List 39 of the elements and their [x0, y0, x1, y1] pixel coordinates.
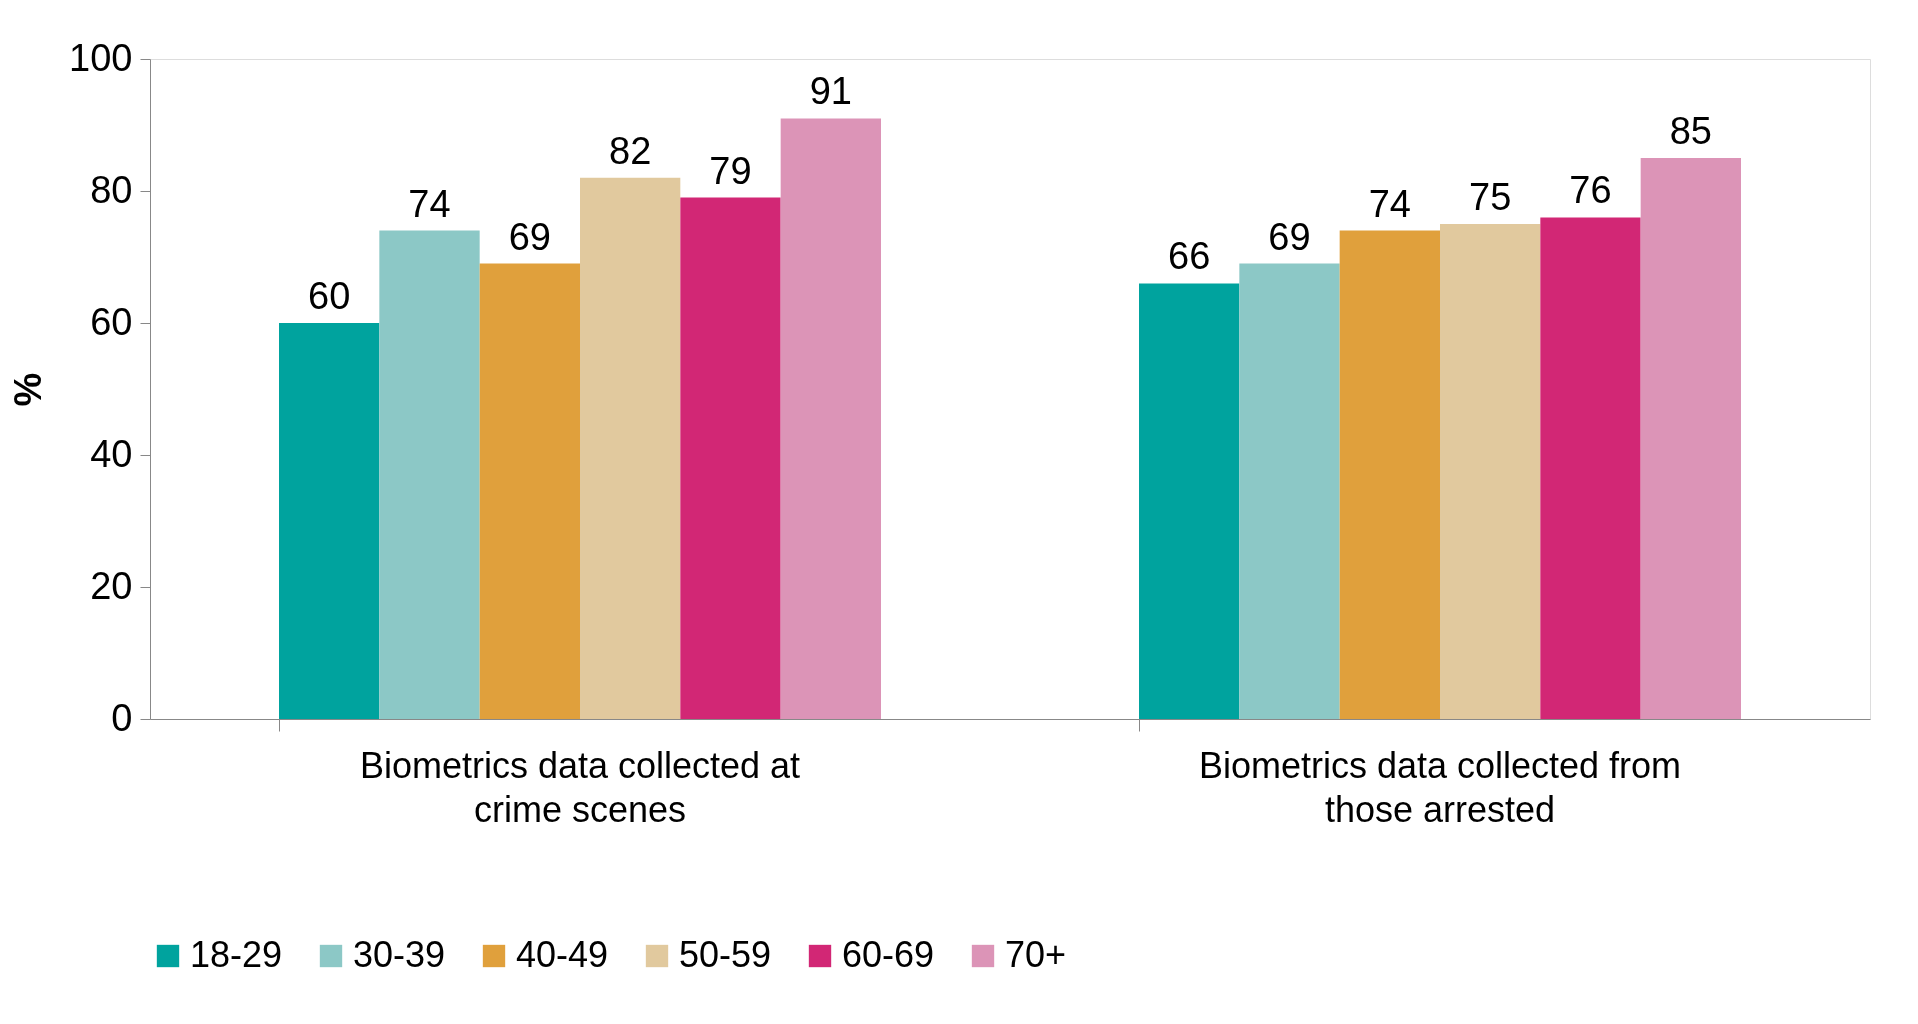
x-tick-label: Biometrics data collected from those arrested: [1198, 744, 1682, 830]
bar: [1540, 217, 1641, 719]
data-label: 79: [709, 149, 752, 192]
legend-label: 50-59: [679, 934, 772, 975]
x-tick-label: Biometrics data collected at crime scenes: [359, 744, 801, 830]
data-label: 66: [1168, 235, 1211, 278]
legend-label: 18-29: [190, 934, 283, 975]
data-label: 82: [609, 129, 652, 172]
y-tick-label: 100: [69, 36, 133, 79]
y-axis-title: %: [7, 372, 50, 407]
bar: [1339, 230, 1440, 719]
data-label: 85: [1669, 110, 1712, 152]
data-label: 76: [1569, 169, 1612, 212]
bar: [279, 323, 380, 719]
legend-label: 70+: [1005, 934, 1067, 975]
bar: [1239, 263, 1340, 719]
data-label: 69: [1268, 215, 1311, 258]
data-label: 60: [308, 275, 351, 317]
bar: [580, 177, 681, 719]
bar: [1139, 283, 1240, 719]
bar: [1640, 158, 1741, 719]
data-label: 91: [809, 70, 852, 113]
legend-label: 30-39: [353, 934, 446, 975]
data-label: 74: [1368, 182, 1411, 225]
data-label: 74: [408, 182, 451, 225]
bar: [479, 263, 580, 719]
data-label: 69: [508, 215, 551, 258]
bar: [1440, 224, 1541, 719]
bar: [379, 230, 480, 719]
data-label: 75: [1469, 176, 1512, 218]
y-tick-label: 80: [90, 168, 133, 211]
y-tick-label: 20: [90, 564, 133, 607]
legend-label: 40-49: [516, 934, 609, 975]
y-tick-label: 40: [90, 432, 133, 475]
y-tick-label: 0: [111, 696, 133, 739]
legend-label: 60-69: [842, 934, 935, 975]
y-tick-label: 60: [90, 300, 133, 343]
bar: [780, 118, 881, 719]
bar: [680, 197, 781, 719]
